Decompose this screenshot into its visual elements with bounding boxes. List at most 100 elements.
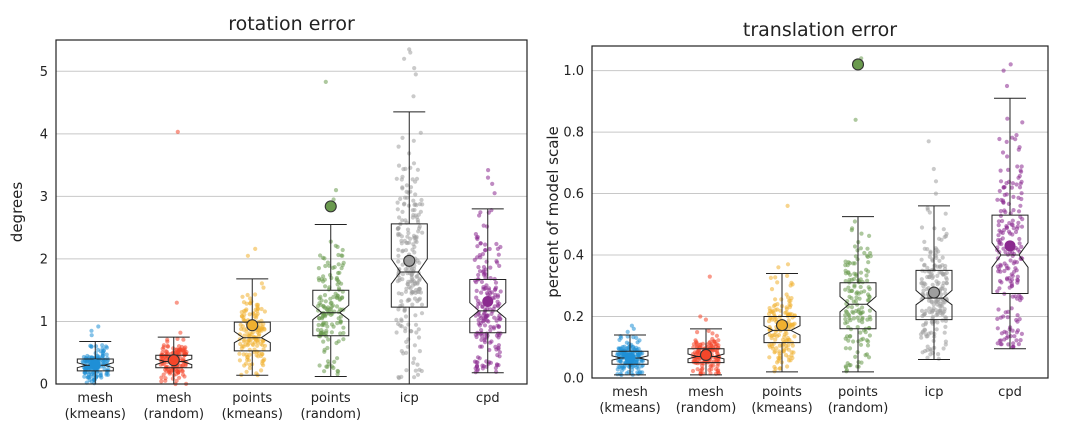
data-point bbox=[400, 272, 405, 277]
data-point bbox=[697, 348, 702, 353]
data-point bbox=[936, 356, 941, 361]
data-point bbox=[485, 313, 490, 318]
data-point bbox=[868, 254, 873, 259]
data-point bbox=[260, 352, 265, 357]
data-point bbox=[165, 344, 170, 349]
data-point bbox=[327, 263, 332, 268]
data-point bbox=[1010, 135, 1015, 140]
data-point bbox=[943, 315, 948, 320]
data-point bbox=[164, 349, 169, 354]
data-point bbox=[101, 349, 106, 354]
data-point bbox=[615, 352, 620, 358]
x-tick-label: mesh (kmeans) bbox=[65, 391, 126, 422]
box-4 bbox=[390, 111, 428, 385]
data-point bbox=[855, 325, 860, 330]
data-point bbox=[396, 291, 401, 296]
mean-marker bbox=[246, 319, 259, 332]
data-point bbox=[412, 343, 417, 348]
data-point bbox=[934, 250, 939, 255]
data-point bbox=[403, 329, 408, 334]
data-point bbox=[934, 255, 939, 260]
data-point bbox=[479, 344, 484, 349]
x-tick-label-line: (kmeans) bbox=[751, 401, 812, 416]
data-point bbox=[485, 318, 490, 323]
data-point bbox=[316, 266, 321, 271]
data-point bbox=[865, 317, 870, 322]
data-point bbox=[403, 289, 408, 294]
y-tick-label: 5 bbox=[40, 65, 48, 80]
data-point bbox=[850, 288, 855, 293]
data-point bbox=[1017, 241, 1022, 246]
data-point bbox=[847, 346, 853, 351]
data-point bbox=[636, 366, 641, 371]
data-point bbox=[706, 328, 711, 333]
data-point bbox=[412, 356, 417, 361]
data-point bbox=[334, 277, 339, 282]
data-point bbox=[82, 374, 87, 379]
data-point bbox=[630, 367, 635, 373]
y-tick-label: 0 bbox=[40, 378, 48, 393]
data-point bbox=[331, 294, 336, 300]
data-point bbox=[935, 273, 940, 278]
outlier-point bbox=[253, 246, 258, 251]
data-point bbox=[407, 240, 412, 245]
data-point bbox=[165, 364, 170, 370]
data-point bbox=[419, 311, 425, 316]
data-point bbox=[418, 130, 423, 135]
data-point bbox=[417, 349, 422, 354]
data-point bbox=[105, 359, 110, 364]
data-point bbox=[498, 316, 503, 321]
data-point bbox=[315, 327, 320, 332]
data-point bbox=[862, 250, 867, 256]
data-point bbox=[785, 273, 790, 278]
data-point bbox=[165, 339, 170, 344]
data-point bbox=[335, 321, 340, 326]
data-point bbox=[925, 205, 930, 211]
data-point bbox=[402, 308, 407, 313]
x-tick-label-line: mesh bbox=[612, 385, 648, 400]
data-point bbox=[624, 371, 629, 376]
mean-marker bbox=[482, 295, 494, 307]
data-point bbox=[260, 342, 265, 348]
data-point bbox=[333, 291, 338, 296]
data-point bbox=[396, 233, 401, 238]
data-point bbox=[1009, 185, 1015, 190]
data-point bbox=[254, 371, 259, 376]
data-point bbox=[860, 320, 865, 325]
data-point bbox=[782, 334, 787, 340]
data-point bbox=[775, 280, 780, 285]
data-point bbox=[852, 219, 858, 224]
data-point bbox=[161, 343, 166, 348]
data-point bbox=[858, 342, 864, 347]
data-point bbox=[411, 138, 416, 143]
plot-frame bbox=[55, 39, 528, 385]
data-point bbox=[1015, 296, 1020, 301]
plot-frame bbox=[591, 45, 1049, 379]
data-point bbox=[417, 260, 422, 265]
data-point bbox=[237, 332, 242, 337]
data-point bbox=[100, 353, 105, 358]
data-point bbox=[241, 352, 246, 357]
data-point bbox=[240, 294, 245, 299]
data-point bbox=[1001, 246, 1006, 251]
data-point bbox=[483, 247, 488, 253]
data-point bbox=[160, 350, 165, 355]
data-point bbox=[403, 248, 409, 253]
data-point bbox=[417, 286, 422, 292]
box-1 bbox=[687, 328, 725, 376]
data-point bbox=[413, 192, 418, 197]
data-point bbox=[783, 310, 788, 315]
data-point bbox=[1006, 342, 1011, 347]
outlier-point bbox=[331, 197, 336, 202]
data-point bbox=[404, 339, 409, 344]
data-point bbox=[858, 246, 864, 251]
x-tick-label-line: (kmeans) bbox=[65, 407, 126, 422]
data-point bbox=[865, 343, 871, 348]
data-point bbox=[396, 226, 401, 231]
data-point bbox=[919, 335, 924, 340]
outlier-point bbox=[492, 191, 497, 196]
data-point bbox=[477, 213, 482, 218]
data-point bbox=[943, 263, 948, 269]
data-point bbox=[922, 269, 928, 274]
data-point bbox=[496, 252, 501, 257]
